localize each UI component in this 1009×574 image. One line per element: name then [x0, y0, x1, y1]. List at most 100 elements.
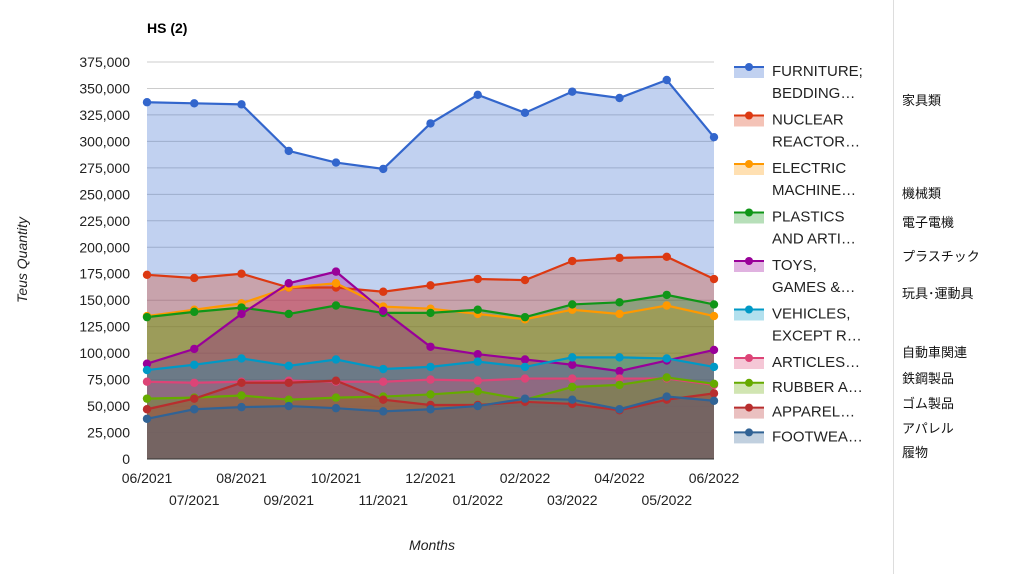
data-point[interactable] — [426, 375, 435, 384]
legend-item[interactable]: VEHICLES, EXCEPT R… — [734, 305, 862, 345]
data-point[interactable] — [568, 300, 577, 309]
data-point[interactable] — [709, 396, 719, 405]
data-point[interactable] — [615, 298, 624, 307]
legend-item[interactable]: FOOTWEA… — [734, 428, 863, 445]
data-point[interactable] — [142, 312, 152, 322]
data-point[interactable] — [331, 393, 341, 402]
data-point[interactable] — [142, 405, 152, 414]
data-point[interactable] — [709, 345, 719, 355]
data-point[interactable] — [142, 365, 152, 375]
data-point[interactable] — [473, 376, 482, 385]
data-point[interactable] — [709, 274, 719, 284]
data-point[interactable] — [615, 366, 624, 376]
data-point[interactable] — [473, 401, 482, 411]
data-point[interactable] — [473, 274, 482, 284]
data-point[interactable] — [426, 119, 435, 128]
data-point[interactable] — [379, 395, 388, 404]
legend-item[interactable]: ELECTRIC MACHINE… — [734, 160, 856, 199]
data-point[interactable] — [379, 407, 388, 416]
data-point[interactable] — [284, 361, 293, 371]
legend-item[interactable]: ARTICLES… — [734, 354, 860, 371]
data-point[interactable] — [520, 374, 530, 383]
data-point[interactable] — [473, 387, 482, 396]
data-point[interactable] — [426, 281, 435, 290]
data-point[interactable] — [568, 87, 577, 96]
data-point[interactable] — [520, 362, 530, 372]
data-point[interactable] — [615, 380, 624, 390]
data-point[interactable] — [190, 99, 199, 108]
data-point[interactable] — [568, 360, 577, 369]
data-point[interactable] — [284, 395, 293, 404]
data-point[interactable] — [520, 312, 530, 322]
data-point[interactable] — [142, 377, 152, 386]
data-point[interactable] — [379, 364, 388, 374]
legend-item[interactable]: RUBBER A… — [734, 378, 863, 396]
data-point[interactable] — [709, 300, 719, 309]
data-point[interactable] — [142, 270, 152, 279]
data-point[interactable] — [662, 373, 671, 382]
data-point[interactable] — [142, 414, 152, 423]
data-point[interactable] — [473, 349, 482, 359]
data-point[interactable] — [426, 342, 435, 351]
data-point[interactable] — [237, 309, 246, 319]
data-point[interactable] — [615, 253, 624, 263]
data-point[interactable] — [662, 354, 671, 363]
data-point[interactable] — [331, 376, 341, 385]
data-point[interactable] — [662, 392, 671, 401]
data-point[interactable] — [426, 308, 435, 318]
data-point[interactable] — [331, 158, 341, 167]
data-point[interactable] — [615, 374, 624, 383]
data-point[interactable] — [331, 301, 341, 310]
data-point[interactable] — [709, 362, 719, 372]
data-point[interactable] — [331, 279, 341, 288]
data-point[interactable] — [615, 93, 624, 103]
data-point[interactable] — [237, 303, 246, 312]
data-point[interactable] — [284, 401, 293, 411]
data-point[interactable] — [190, 307, 199, 317]
data-point[interactable] — [142, 359, 152, 368]
data-point[interactable] — [520, 355, 530, 364]
data-point[interactable] — [709, 311, 719, 321]
data-point[interactable] — [142, 394, 152, 403]
data-point[interactable] — [379, 377, 388, 386]
data-point[interactable] — [237, 100, 246, 109]
data-point[interactable] — [709, 379, 719, 389]
data-point[interactable] — [568, 353, 577, 362]
data-point[interactable] — [615, 405, 624, 414]
data-point[interactable] — [615, 353, 624, 362]
legend-item[interactable]: PLASTICS AND ARTI… — [734, 208, 856, 248]
data-point[interactable] — [568, 382, 577, 392]
data-point[interactable] — [190, 360, 199, 369]
data-point[interactable] — [331, 355, 341, 364]
data-point[interactable] — [379, 306, 388, 315]
data-point[interactable] — [331, 267, 341, 276]
data-point[interactable] — [190, 344, 199, 354]
legend-item[interactable]: NUCLEAR REACTOR… — [734, 111, 860, 151]
data-point[interactable] — [237, 378, 246, 387]
data-point[interactable] — [284, 309, 293, 319]
data-point[interactable] — [615, 309, 624, 319]
data-point[interactable] — [142, 98, 152, 107]
data-point[interactable] — [709, 132, 719, 142]
data-point[interactable] — [662, 75, 671, 85]
data-point[interactable] — [662, 290, 671, 300]
data-point[interactable] — [237, 402, 246, 412]
data-point[interactable] — [190, 405, 199, 414]
data-point[interactable] — [190, 378, 199, 387]
data-point[interactable] — [473, 357, 482, 366]
data-point[interactable] — [662, 252, 671, 261]
legend-item[interactable]: TOYS, GAMES &… — [734, 257, 855, 296]
data-point[interactable] — [237, 391, 246, 400]
data-point[interactable] — [190, 273, 199, 283]
data-point[interactable] — [568, 374, 577, 383]
data-point[interactable] — [426, 390, 435, 399]
data-point[interactable] — [190, 394, 199, 403]
legend-item[interactable]: APPAREL… — [734, 403, 855, 421]
data-point[interactable] — [237, 269, 246, 278]
data-point[interactable] — [379, 287, 388, 296]
data-point[interactable] — [379, 164, 388, 174]
data-point[interactable] — [568, 256, 577, 266]
data-point[interactable] — [426, 362, 435, 372]
data-point[interactable] — [520, 275, 530, 285]
data-point[interactable] — [284, 279, 293, 288]
